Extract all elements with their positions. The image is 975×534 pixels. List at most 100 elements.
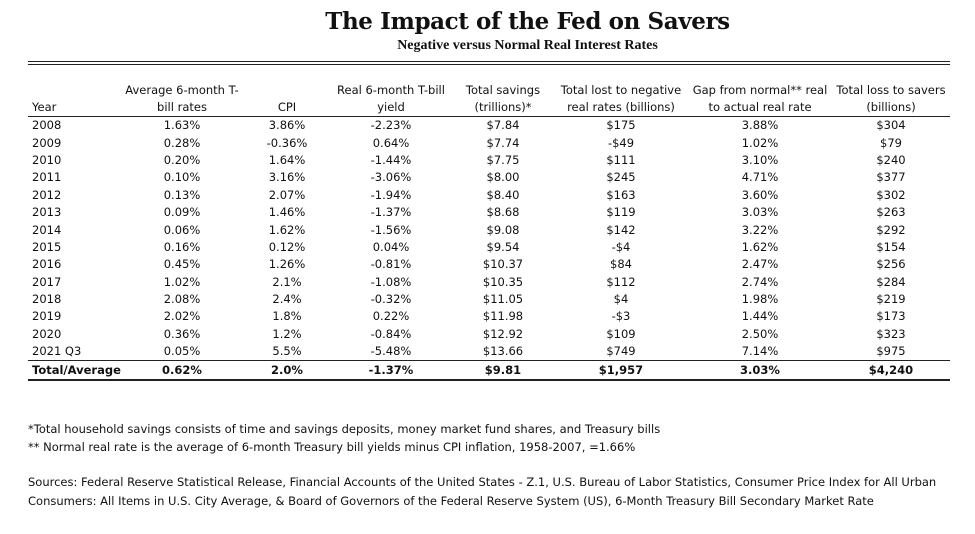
table-cell: -1.44% (370, 152, 412, 167)
table-cell: 0.22% (372, 309, 410, 324)
row-year: 2016 (32, 257, 62, 272)
table-cell: $11.98 (482, 309, 524, 324)
header-year: Year (32, 100, 57, 114)
table-row: 2016 0.45% 1.26% -0.81% $10.37 $84 2.47% $256 (28, 256, 950, 273)
table-cell: -2.23% (370, 118, 412, 133)
table-cell: 1.46% (268, 205, 306, 220)
row-year: 2011 (32, 170, 62, 185)
table-cell: -1.37% (370, 205, 412, 220)
table-cell: $112 (606, 274, 636, 289)
header-tbill-rates: Average 6-month T-bill rates (125, 83, 239, 114)
table-cell: $13.66 (482, 344, 524, 359)
table-row: 2021 Q3 0.05% 5.5% -5.48% $13.66 $749 7.14% $97… (28, 343, 950, 361)
table-cell: $302 (876, 187, 906, 202)
table-cell: $142 (606, 222, 636, 237)
table-row: 2020 0.36% 1.2% -0.84% $12.92 $109 2.50% $323 (28, 326, 950, 343)
table-row: 2009 0.28% -0.36% 0.64% $7.74 -$49 1.02% $79 (28, 134, 950, 151)
header-gap-normal: Gap from normal** real to actual real ra… (692, 83, 828, 114)
row-year: 2018 (32, 292, 62, 307)
table-cell: 0.36% (163, 326, 201, 341)
table-cell: $109 (606, 326, 636, 341)
table-cell: $154 (876, 239, 906, 254)
header-real-yield: Real 6-month T-bill yield (337, 83, 445, 114)
total-cell: Total/Average (32, 362, 121, 377)
table-cell: 0.09% (163, 205, 201, 220)
table-cell: 2.1% (272, 274, 302, 289)
table-row: 2012 0.13% 2.07% -1.94% $8.40 $163 3.60% $302 (28, 187, 950, 204)
table-cell: 1.02% (163, 274, 201, 289)
table-cell: 2.50% (741, 326, 779, 341)
table-cell: 2.47% (741, 257, 779, 272)
table-cell: $219 (876, 292, 906, 307)
header-total-loss: Total loss to savers (billions) (836, 83, 946, 114)
table-cell: $10.35 (482, 274, 524, 289)
top-rule (28, 61, 950, 62)
table-cell: $256 (876, 257, 906, 272)
total-row: Total/Average 0.62% 2.0% -1.37% $9.81 $1… (28, 360, 950, 381)
top-rule-secondary (28, 64, 950, 65)
table-cell: $323 (876, 326, 906, 341)
table-cell: 3.16% (268, 170, 306, 185)
table-row: 2017 1.02% 2.1% -1.08% $10.35 $112 2.74% $284 (28, 274, 950, 291)
table-cell: -$4 (611, 239, 631, 254)
table-cell: $7.74 (486, 135, 520, 150)
table-cell: 3.60% (741, 187, 779, 202)
table-cell: $8.40 (486, 187, 520, 202)
table-row: 2010 0.20% 1.64% -1.44% $7.75 $111 3.10% $240 (28, 152, 950, 169)
total-cell: -1.37% (368, 362, 414, 377)
table-cell: 0.13% (163, 187, 201, 202)
row-year: 2014 (32, 222, 62, 237)
table-cell: 0.20% (163, 152, 201, 167)
table-row: 2008 1.63% 3.86% -2.23% $7.84 $175 3.88% $304 (28, 117, 950, 135)
table-cell: 3.03% (741, 205, 779, 220)
table-cell: -0.36% (266, 135, 308, 150)
table-cell: 3.22% (741, 222, 779, 237)
savers-table: Year Average 6-month T-bill rates CPI Re… (28, 82, 950, 381)
table-row: 2015 0.16% 0.12% 0.04% $9.54 -$4 1.62% $154 (28, 239, 950, 256)
table-cell: -$3 (611, 309, 631, 324)
table-cell: -0.84% (370, 326, 412, 341)
table-cell: $377 (876, 170, 906, 185)
table-cell: 4.71% (741, 170, 779, 185)
total-cell: 0.62% (162, 362, 202, 377)
table-cell: $84 (610, 257, 632, 272)
header-cpi: CPI (277, 100, 297, 114)
row-year: 2013 (32, 205, 62, 220)
total-cell: $4,240 (868, 362, 914, 377)
footnote-normal-rate: ** Normal real rate is the average of 6-… (28, 440, 636, 454)
table-cell: -5.48% (370, 344, 412, 359)
table-cell: $7.75 (486, 152, 520, 167)
table-cell: $245 (606, 170, 636, 185)
table-cell: 2.4% (272, 292, 302, 307)
footnote-savings: *Total household savings consists of tim… (28, 422, 661, 436)
table-cell: $9.08 (486, 222, 520, 237)
page-subtitle: Negative versus Normal Real Interest Rat… (397, 38, 658, 53)
row-year: 2019 (32, 309, 62, 324)
header-total-savings: Total savings (trillions)* (465, 83, 541, 114)
table-cell: -0.81% (370, 257, 412, 272)
table-cell: $240 (876, 152, 906, 167)
row-year: 2015 (32, 239, 62, 254)
table-cell: 1.02% (741, 135, 779, 150)
table-cell: 3.86% (268, 118, 306, 133)
table-cell: 1.98% (741, 292, 779, 307)
table-cell: $119 (606, 205, 636, 220)
table-cell: $8.00 (486, 170, 520, 185)
table-cell: 0.28% (163, 135, 201, 150)
table-cell: $749 (606, 344, 636, 359)
table-cell: 0.05% (163, 344, 201, 359)
table-row: 2011 0.10% 3.16% -3.06% $8.00 $245 4.71% $377 (28, 169, 950, 186)
table-cell: $975 (876, 344, 906, 359)
table-cell: 0.04% (372, 239, 410, 254)
table-cell: $79 (880, 135, 902, 150)
table-cell: 0.10% (163, 170, 201, 185)
header-lost-negative: Total lost to negative real rates (billi… (560, 83, 682, 114)
table-cell: -$49 (607, 135, 635, 150)
table-cell: -1.56% (370, 222, 412, 237)
table-cell: $4 (613, 292, 629, 307)
table-cell: -0.32% (370, 292, 412, 307)
table-cell: $8.68 (486, 205, 520, 220)
table-cell: 1.62% (268, 222, 306, 237)
row-year: 2010 (32, 152, 62, 167)
row-year: 2009 (32, 135, 62, 150)
